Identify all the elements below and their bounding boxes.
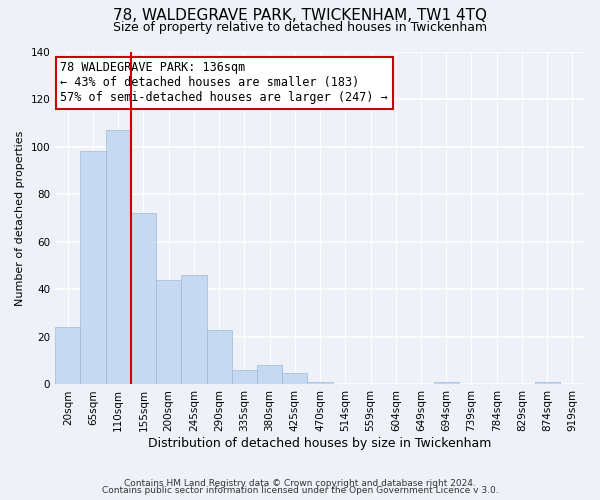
Bar [232,370,257,384]
Text: Size of property relative to detached houses in Twickenham: Size of property relative to detached ho… [113,21,487,34]
X-axis label: Distribution of detached houses by size in Twickenham: Distribution of detached houses by size … [148,437,492,450]
Bar [80,152,106,384]
Bar [106,130,131,384]
Bar [156,280,181,384]
Text: 78, WALDEGRAVE PARK, TWICKENHAM, TW1 4TQ: 78, WALDEGRAVE PARK, TWICKENHAM, TW1 4TQ [113,8,487,22]
Bar [535,382,560,384]
Bar [434,382,459,384]
Bar [55,328,80,384]
Bar [131,213,156,384]
Y-axis label: Number of detached properties: Number of detached properties [15,130,25,306]
Bar [206,330,232,384]
Bar [307,382,332,384]
Bar [257,366,282,384]
Bar [181,275,206,384]
Text: Contains public sector information licensed under the Open Government Licence v : Contains public sector information licen… [101,486,499,495]
Text: 78 WALDEGRAVE PARK: 136sqm
← 43% of detached houses are smaller (183)
57% of sem: 78 WALDEGRAVE PARK: 136sqm ← 43% of deta… [61,62,388,104]
Bar [282,372,307,384]
Text: Contains HM Land Registry data © Crown copyright and database right 2024.: Contains HM Land Registry data © Crown c… [124,478,476,488]
